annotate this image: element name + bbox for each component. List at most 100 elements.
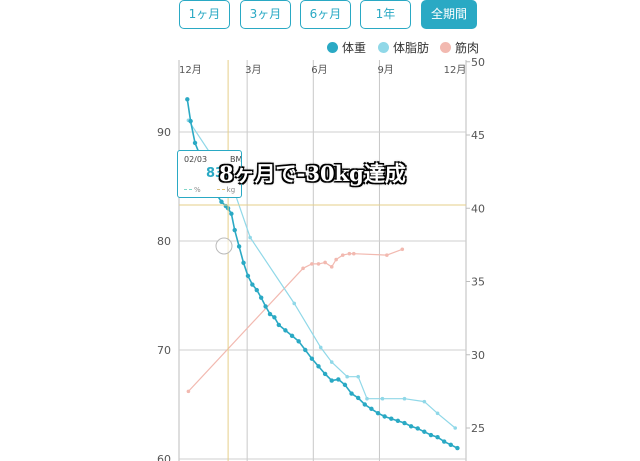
series-point-2 [323, 260, 327, 265]
series-point-0 [329, 378, 334, 383]
series-point-0 [355, 395, 361, 401]
tooltip-date: 02/03 [184, 155, 208, 164]
series-point-0 [267, 311, 273, 317]
series-point-0 [276, 322, 282, 328]
series-point-0 [428, 432, 434, 438]
series-point-0 [455, 445, 460, 451]
series-point-0 [219, 199, 224, 204]
tooltip-legend-row: % kg [184, 186, 235, 194]
series-point-0 [369, 406, 374, 412]
series-point-0 [389, 416, 394, 421]
series-point-1 [329, 360, 334, 364]
series-point-0 [283, 328, 288, 333]
series-point-1 [356, 374, 360, 379]
x-tick-label: 12月 [179, 64, 202, 76]
right-tick-label: 50 [471, 56, 485, 69]
tooltip-kg-label: kg [226, 186, 236, 194]
right-tick-label: 30 [471, 349, 485, 362]
series-point-0 [336, 377, 341, 382]
series-line-2 [187, 248, 403, 392]
series-point-0 [435, 435, 440, 440]
series-point-2 [347, 251, 352, 256]
left-tick-label: 60 [157, 453, 171, 461]
series-point-0 [192, 140, 198, 146]
series-point-1 [345, 374, 349, 379]
legend-muscle-label: 筋肉 [455, 41, 480, 55]
legend-weight[interactable]: 体重 [327, 40, 366, 56]
tab-6-months[interactable]: 6ヶ月 [300, 0, 351, 29]
left-tick-label: 80 [157, 235, 171, 248]
series-point-1 [318, 345, 323, 350]
period-tabs: 1ヶ月 3ヶ月 6ヶ月 1年 全期間 [0, 0, 640, 40]
series-point-0 [402, 420, 407, 426]
tab-all-time[interactable]: 全期間 [421, 0, 477, 29]
series-point-0 [309, 356, 315, 361]
legend-body-fat-dot [378, 42, 389, 53]
series-point-0 [236, 244, 242, 249]
series-point-1 [248, 235, 252, 240]
series-point-2 [310, 262, 314, 266]
series-point-1 [453, 426, 458, 430]
series-point-0 [272, 315, 277, 320]
series-point-0 [254, 287, 259, 293]
series-point-0 [232, 227, 237, 233]
series-point-2 [329, 265, 334, 269]
series-point-0 [263, 304, 268, 309]
tab-3-months[interactable]: 3ヶ月 [240, 0, 291, 29]
series-point-0 [289, 333, 295, 339]
series-point-0 [303, 347, 308, 353]
series-point-0 [229, 211, 234, 216]
series-point-0 [448, 442, 454, 448]
tab-1-month[interactable]: 1ヶ月 [179, 0, 230, 29]
right-tick-label: 40 [471, 202, 485, 215]
legend-weight-dot [327, 42, 338, 53]
x-tick-label: 3月 [245, 64, 261, 76]
series-point-0 [362, 402, 368, 407]
tab-1-year[interactable]: 1年 [360, 0, 411, 29]
series-point-2 [186, 389, 191, 394]
data-tooltip: 02/03 BMI 29.8 83. % kg [177, 150, 242, 198]
series-point-0 [342, 382, 348, 388]
tooltip-weight-value: 83. [206, 166, 230, 181]
chart-points [185, 97, 460, 451]
left-tick-label: 70 [157, 344, 171, 357]
legend-body-fat[interactable]: 体脂肪 [378, 40, 429, 56]
series-point-0 [245, 273, 251, 279]
x-tick-label: 6月 [311, 64, 327, 76]
left-tick-label: 90 [157, 126, 171, 139]
series-point-1 [380, 396, 385, 401]
series-point-1 [435, 411, 440, 416]
series-point-0 [316, 364, 321, 369]
series-point-2 [301, 266, 305, 271]
tooltip-percent-label: % [194, 186, 201, 194]
series-point-0 [188, 118, 193, 124]
chart-axes: 60 70 80 90 25 30 35 40 45 50 12月 3月 6月 9月 12月 [157, 56, 485, 461]
chart-grid [178, 60, 467, 461]
legend-body-fat-label: 体脂肪 [393, 41, 430, 55]
series-point-1 [402, 396, 407, 401]
series-point-0 [322, 371, 328, 377]
series-point-1 [365, 396, 369, 401]
x-tick-label: 9月 [377, 64, 393, 76]
series-point-2 [351, 251, 356, 256]
drag-handle [215, 237, 233, 255]
series-point-0 [415, 426, 420, 431]
series-point-0 [422, 429, 427, 434]
series-point-0 [250, 282, 255, 287]
series-point-0 [349, 391, 354, 396]
series-point-2 [400, 247, 405, 252]
series-point-0 [408, 424, 414, 429]
series-point-2 [340, 253, 345, 257]
series-point-0 [375, 411, 381, 416]
series-point-0 [395, 418, 401, 424]
series-point-0 [258, 295, 264, 300]
legend-weight-label: 体重 [342, 41, 367, 55]
legend-muscle[interactable]: 筋肉 [440, 40, 479, 56]
right-tick-label: 35 [471, 276, 485, 289]
series-point-0 [185, 97, 190, 102]
x-tick-label: 12月 [444, 64, 467, 76]
series-point-0 [382, 414, 387, 419]
series-point-2 [316, 262, 321, 266]
series-point-1 [292, 301, 297, 306]
